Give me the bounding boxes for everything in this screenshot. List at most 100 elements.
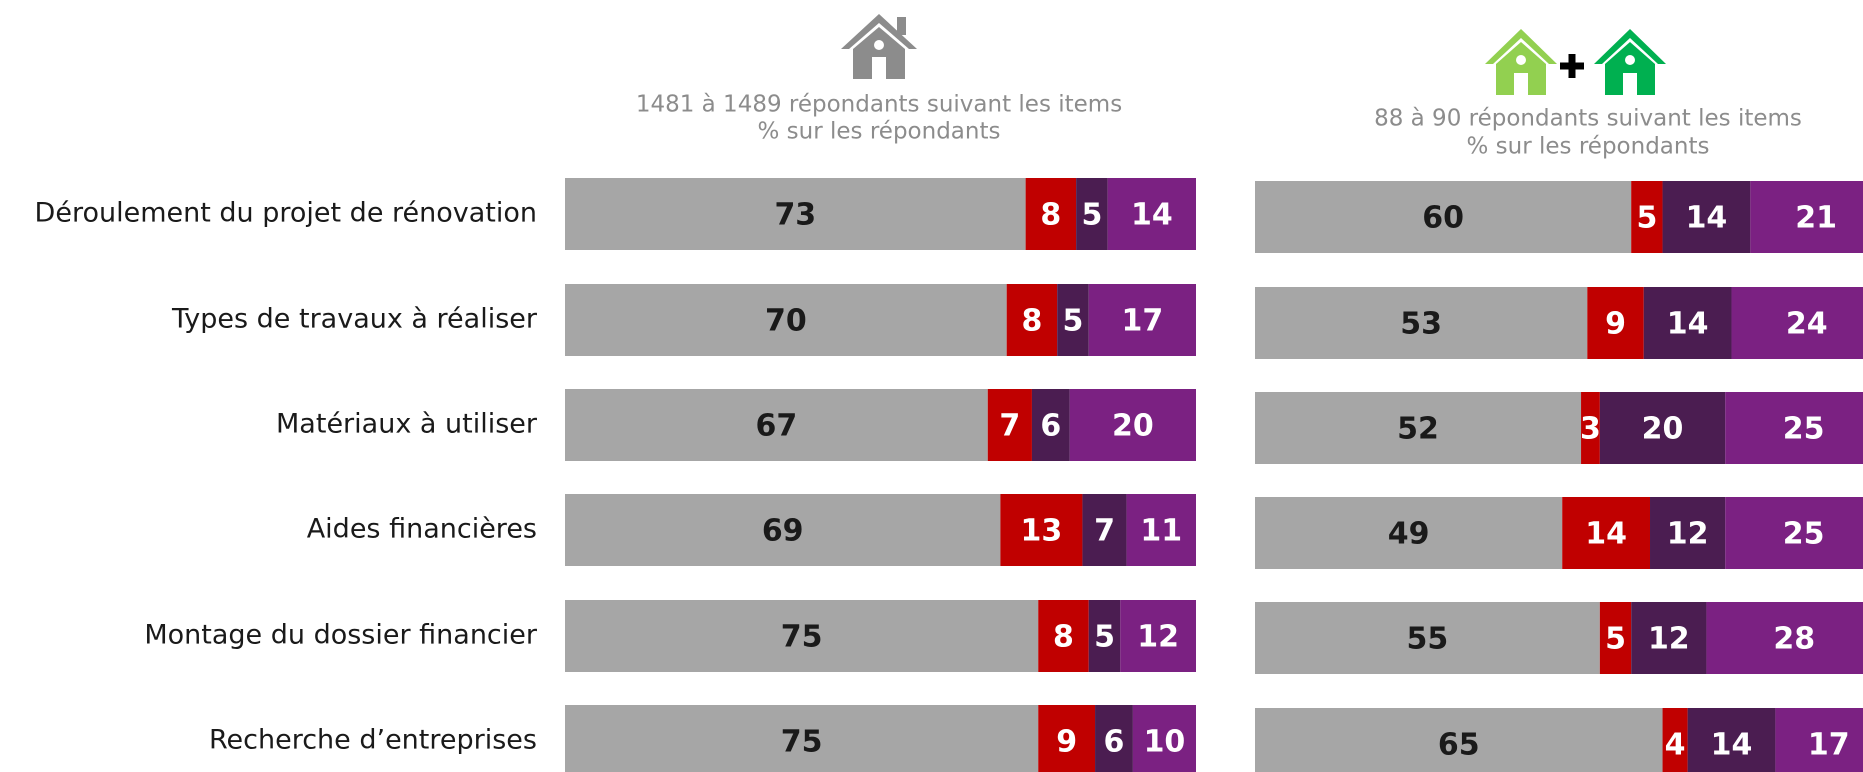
category-label: Déroulement du projet de rénovation — [35, 198, 537, 229]
bar-segment — [1725, 392, 1863, 464]
bar-segment — [1581, 392, 1600, 464]
value-label: 28 — [1773, 622, 1815, 657]
bar-segment — [1643, 287, 1732, 359]
value-label: 14 — [1131, 198, 1173, 233]
house-icon — [1594, 29, 1666, 95]
bar-segment — [1687, 708, 1776, 772]
value-label: 8 — [1022, 304, 1043, 339]
bar-segment — [1731, 287, 1863, 359]
bar-segment — [1631, 181, 1663, 253]
bar-segment — [1031, 389, 1070, 461]
bar-segment — [1000, 494, 1083, 566]
value-label: 25 — [1783, 412, 1825, 447]
value-label: 52 — [1397, 412, 1439, 447]
value-label: 6 — [1040, 409, 1061, 444]
subtitle: 88 à 90 répondants suivant les items — [1374, 106, 1802, 132]
bar-segment — [1631, 602, 1707, 674]
bar-segment — [1088, 600, 1121, 672]
value-label: 25 — [1783, 517, 1825, 552]
value-label: 9 — [1605, 307, 1626, 342]
value-label: 8 — [1040, 198, 1061, 233]
value-label: 5 — [1063, 304, 1084, 339]
value-label: 55 — [1407, 622, 1449, 657]
bar-segment — [1255, 392, 1582, 464]
value-label: 6 — [1104, 725, 1125, 760]
value-label: 73 — [774, 198, 816, 233]
subtitle: % sur les répondants — [1467, 134, 1710, 160]
subtitle: % sur les répondants — [758, 119, 1001, 145]
value-label: 12 — [1137, 620, 1179, 655]
bar-segment — [1038, 705, 1096, 772]
subtitle: 1481 à 1489 répondants suivant les items — [636, 92, 1122, 118]
value-label: 11 — [1140, 514, 1182, 549]
value-label: 4 — [1665, 728, 1686, 763]
bar-segment — [1107, 178, 1196, 250]
value-label: 20 — [1642, 412, 1684, 447]
value-label: 5 — [1636, 201, 1657, 236]
bar-segment — [1025, 178, 1077, 250]
value-label: 13 — [1021, 514, 1063, 549]
value-label: 17 — [1808, 728, 1850, 763]
bar-segment — [565, 705, 1039, 772]
value-label: 24 — [1786, 307, 1828, 342]
category-label: Recherche d’entreprises — [209, 725, 537, 756]
bar-segment — [1255, 181, 1632, 253]
bar-segment — [1095, 705, 1133, 772]
bar-segment — [1562, 497, 1651, 569]
bar-segment — [1725, 497, 1863, 569]
value-label: 12 — [1667, 517, 1709, 552]
value-label: 12 — [1648, 622, 1690, 657]
category-label: Aides financières — [307, 514, 537, 545]
bar-segment — [1088, 284, 1196, 356]
bar-segment — [987, 389, 1032, 461]
value-label: 75 — [781, 620, 823, 655]
value-label: 5 — [1081, 198, 1102, 233]
category-label: Types de travaux à réaliser — [171, 304, 538, 335]
value-label: 5 — [1094, 620, 1115, 655]
value-label: 14 — [1711, 728, 1753, 763]
value-label: 7 — [1094, 514, 1115, 549]
bar-segment — [1650, 497, 1726, 569]
category-label: Montage du dossier financier — [144, 620, 538, 651]
bar-segment — [1662, 181, 1751, 253]
value-label: 65 — [1438, 728, 1480, 763]
bar-segment — [1587, 287, 1644, 359]
bar-segment — [1069, 389, 1196, 461]
value-label: 9 — [1056, 725, 1077, 760]
bar-segment — [1082, 494, 1127, 566]
bar-segment — [565, 389, 988, 461]
value-label: 69 — [762, 514, 804, 549]
bar-segment — [1057, 284, 1089, 356]
bar-segment — [1120, 600, 1196, 672]
value-label: 53 — [1400, 307, 1442, 342]
value-label: 20 — [1112, 409, 1154, 444]
bar-segment — [565, 494, 1001, 566]
bar-segment — [1006, 284, 1058, 356]
value-label: 60 — [1422, 201, 1464, 236]
plus-icon — [1560, 54, 1584, 78]
bar-segment — [565, 178, 1026, 250]
bar-segment — [1132, 705, 1196, 772]
bar-segment — [1076, 178, 1108, 250]
value-label: 67 — [756, 409, 798, 444]
value-label: 14 — [1585, 517, 1627, 552]
bar-segment — [1038, 600, 1089, 672]
bar-segment — [1750, 181, 1863, 253]
bar-segment — [1599, 392, 1726, 464]
bar-segment — [1775, 708, 1863, 772]
value-label: 3 — [1580, 412, 1601, 447]
bar-segment — [565, 284, 1007, 356]
value-label: 75 — [781, 725, 823, 760]
value-label: 10 — [1144, 725, 1186, 760]
value-label: 14 — [1686, 201, 1728, 236]
value-label: 5 — [1605, 622, 1626, 657]
value-label: 14 — [1667, 307, 1709, 342]
bar-segment — [1599, 602, 1632, 674]
value-label: 21 — [1795, 201, 1837, 236]
bar-segment — [1662, 708, 1688, 772]
house-icon — [841, 14, 917, 79]
value-label: 7 — [999, 409, 1020, 444]
house-icon — [1485, 29, 1557, 95]
bar-segment — [1706, 602, 1863, 674]
